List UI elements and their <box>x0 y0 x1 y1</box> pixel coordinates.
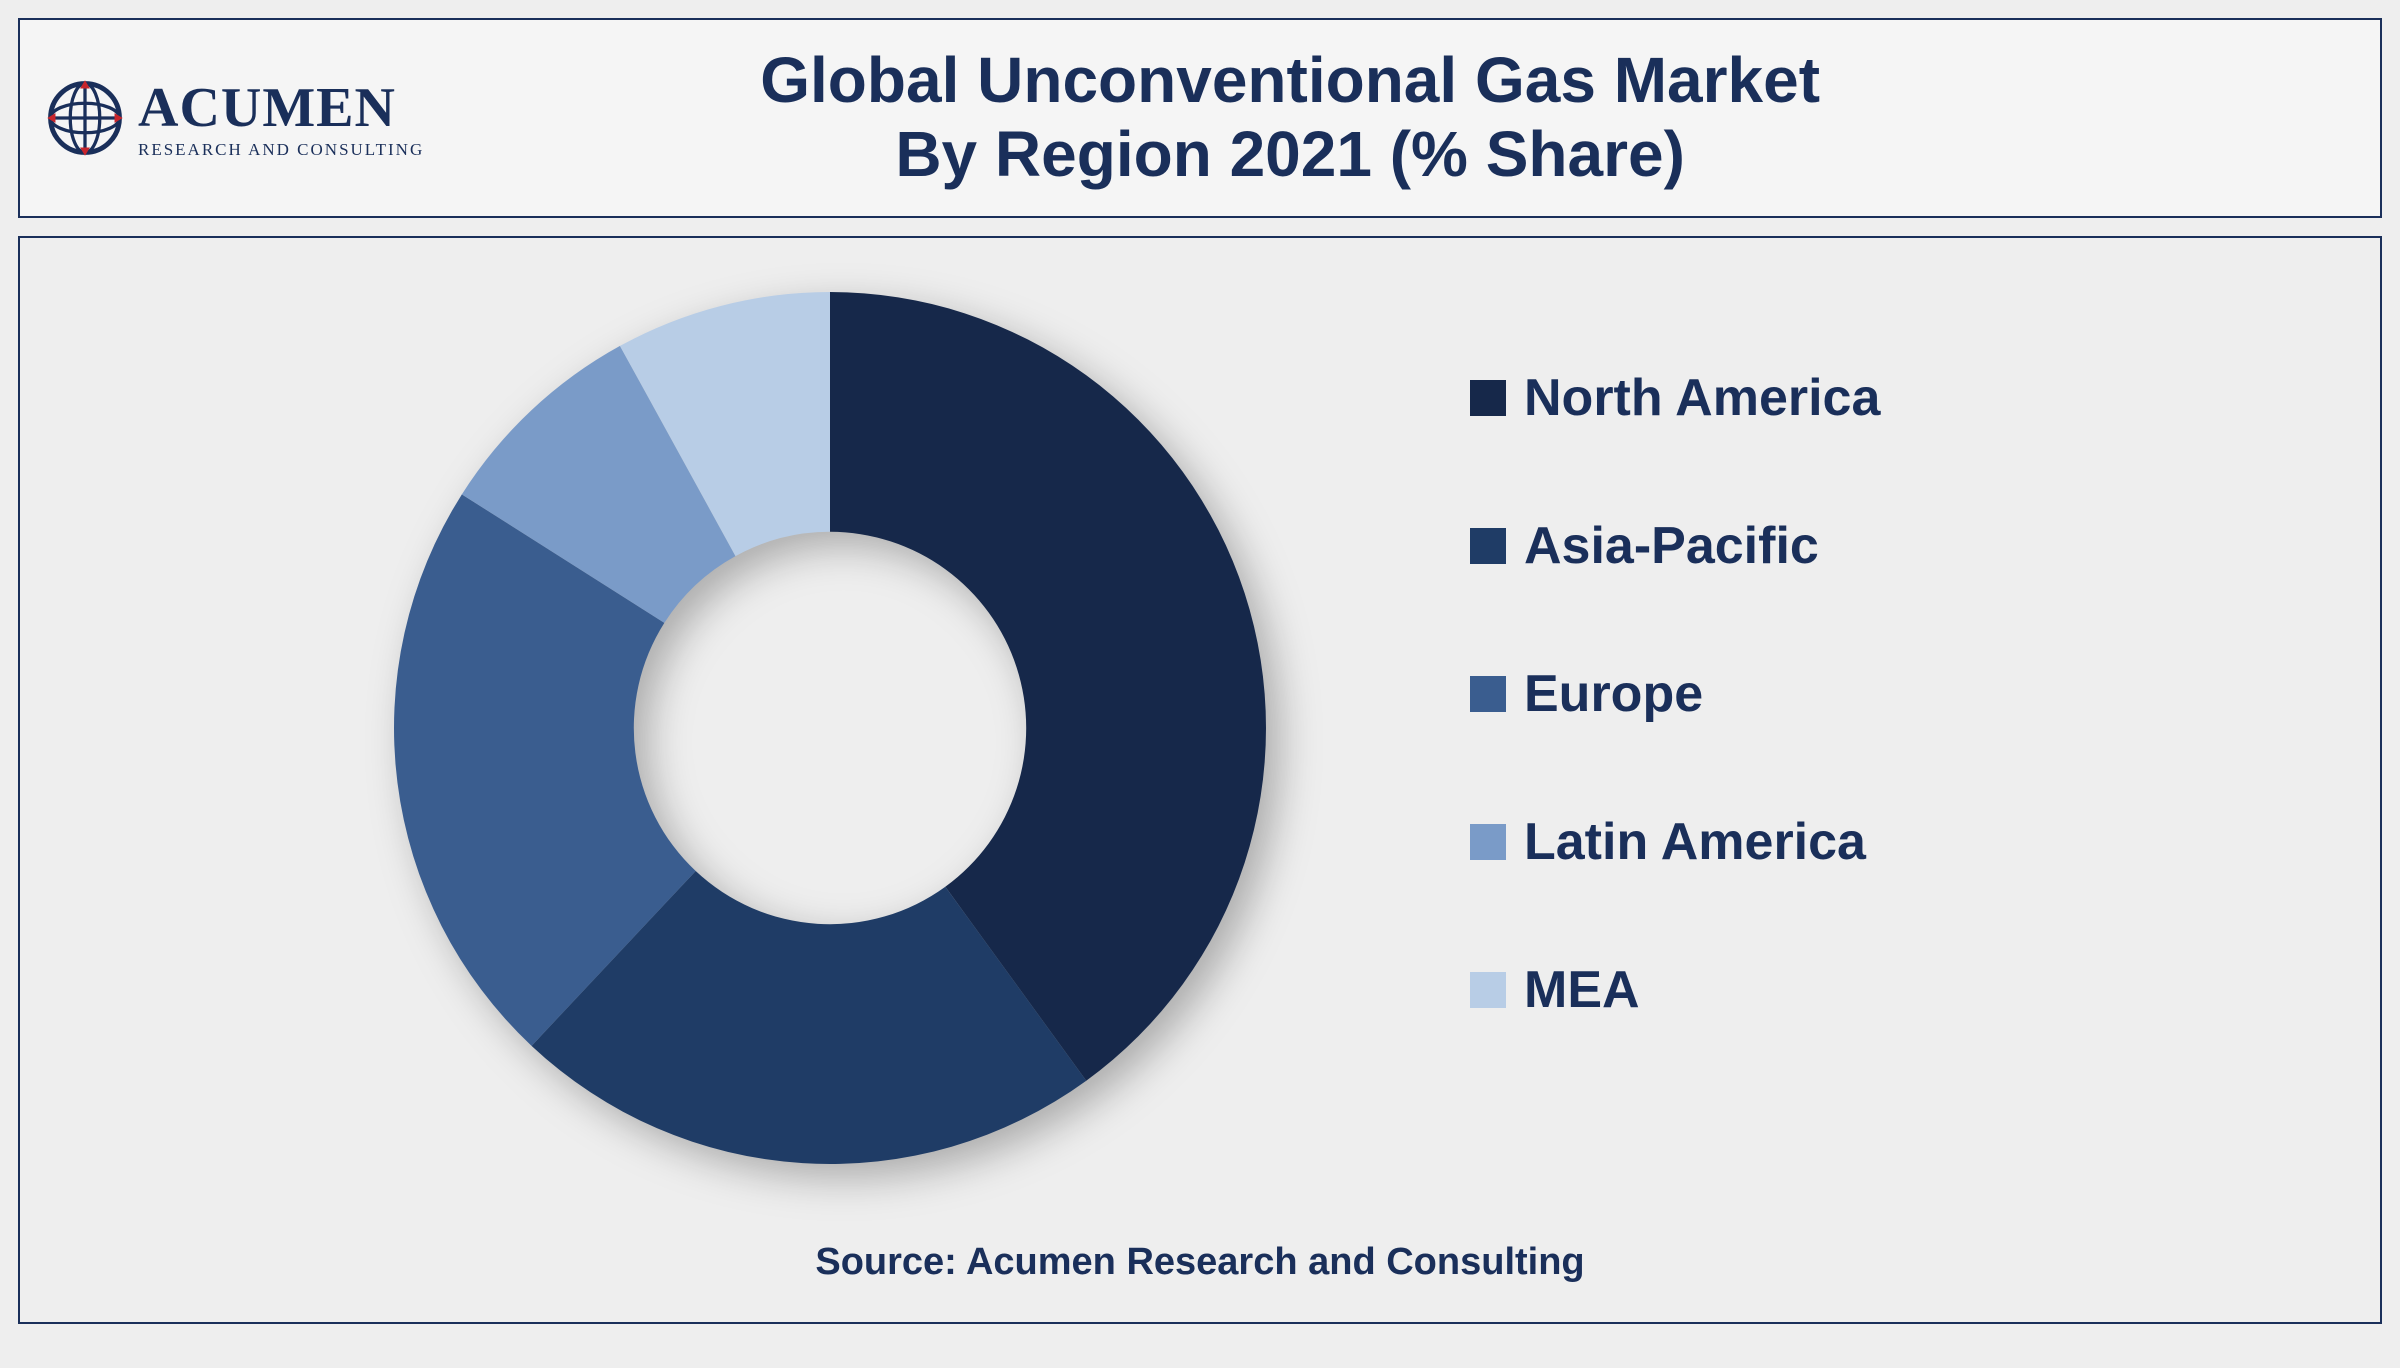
legend: North America Asia-Pacific Europe Latin Ame… <box>1470 368 1880 1020</box>
legend-swatch <box>1470 380 1506 416</box>
brand-logo: ACUMEN RESEARCH AND CONSULTING <box>44 76 424 160</box>
header-bar: ACUMEN RESEARCH AND CONSULTING Global Un… <box>18 18 2382 218</box>
legend-item-asia-pacific: Asia-Pacific <box>1470 516 1880 576</box>
chart-body: North America Asia-Pacific Europe Latin Ame… <box>18 236 2382 1324</box>
source-text: Source: Acumen Research and Consulting <box>20 1241 2380 1284</box>
legend-item-north-america: North America <box>1470 368 1880 428</box>
logo-text: ACUMEN RESEARCH AND CONSULTING <box>138 76 424 160</box>
legend-label: MEA <box>1524 960 1640 1020</box>
globe-icon <box>44 77 126 159</box>
chart-title: Global Unconventional Gas Market By Regi… <box>504 44 2076 191</box>
legend-label: Latin America <box>1524 812 1866 872</box>
title-line-2: By Region 2021 (% Share) <box>504 118 2076 192</box>
legend-swatch <box>1470 528 1506 564</box>
legend-item-mea: MEA <box>1470 960 1880 1020</box>
logo-main-text: ACUMEN <box>138 76 424 140</box>
legend-swatch <box>1470 676 1506 712</box>
legend-item-europe: Europe <box>1470 664 1880 724</box>
legend-swatch <box>1470 972 1506 1008</box>
logo-sub-text: RESEARCH AND CONSULTING <box>138 140 424 160</box>
legend-label: Europe <box>1524 664 1703 724</box>
legend-item-latin-america: Latin America <box>1470 812 1880 872</box>
legend-swatch <box>1470 824 1506 860</box>
legend-label: Asia-Pacific <box>1524 516 1819 576</box>
legend-label: North America <box>1524 368 1880 428</box>
title-line-1: Global Unconventional Gas Market <box>504 44 2076 118</box>
donut-chart <box>390 288 1270 1173</box>
